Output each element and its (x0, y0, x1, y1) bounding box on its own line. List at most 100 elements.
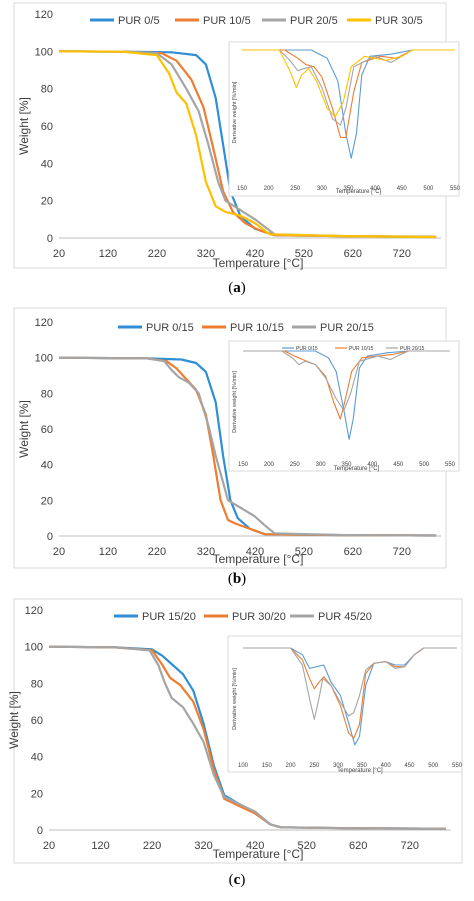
x-tick-label: 320 (197, 546, 215, 558)
inset-series-line (242, 49, 455, 139)
x-tick-label: 520 (295, 248, 313, 260)
inset-x-tick-label: 150 (262, 763, 273, 769)
inset-x-tick-label: 450 (397, 186, 408, 192)
y-tick-label: 100 (35, 353, 53, 365)
x-axis-title: Temperature [°C] (213, 256, 304, 270)
y-tick-label: 20 (41, 196, 53, 208)
inset-series-line (243, 647, 457, 746)
y-tick-label: 80 (31, 678, 43, 690)
x-tick-label: 620 (344, 248, 362, 260)
x-tick-label: 120 (99, 248, 117, 260)
inset-x-tick-label: 450 (404, 763, 415, 769)
x-axis-title: Temperature [°C] (213, 552, 304, 566)
inset-x-tick-label: 350 (341, 462, 352, 468)
inset-x-tick-label: 350 (357, 763, 368, 769)
inset-legend-label: PUR 20/15 (400, 346, 425, 352)
y-tick-label: 0 (47, 531, 53, 543)
x-tick-label: 520 (295, 546, 313, 558)
inset-series-line (242, 49, 455, 159)
x-tick-label: 620 (344, 546, 362, 558)
legend-label: PUR 30/20 (232, 611, 286, 623)
inset-x-tick-label: 250 (290, 462, 301, 468)
inset-x-tick-label: 150 (237, 186, 248, 192)
legend-label: PUR 0/15 (146, 322, 194, 334)
inset-series-line (242, 49, 455, 126)
y-tick-label: 40 (31, 752, 43, 764)
inset-x-tick-label: 350 (343, 186, 354, 192)
legend-label: PUR 10/15 (230, 322, 284, 334)
x-tick-label: 420 (246, 248, 264, 260)
y-tick-label: 100 (35, 46, 53, 58)
x-tick-label: 520 (298, 840, 316, 852)
x-tick-label: 420 (246, 840, 264, 852)
inset-x-tick-label: 550 (452, 763, 463, 769)
x-tick-label: 20 (43, 840, 55, 852)
inset-x-tick-label: 500 (428, 763, 439, 769)
y-tick-label: 40 (41, 158, 53, 170)
x-tick-label: 120 (99, 546, 117, 558)
inset-x-tick-label: 400 (370, 186, 381, 192)
y-tick-label: 60 (41, 121, 53, 133)
x-tick-label: 120 (91, 840, 109, 852)
series-line (58, 50, 437, 239)
inset-x-tick-label: 250 (309, 763, 320, 769)
y-axis-title: Weight [%] (17, 97, 31, 155)
x-tick-label: 720 (393, 546, 411, 558)
x-tick-label: 20 (53, 546, 65, 558)
x-tick-label: 720 (401, 840, 419, 852)
inset-x-tick-label: 200 (264, 186, 275, 192)
x-tick-label: 720 (393, 248, 411, 260)
x-tick-label: 320 (194, 840, 212, 852)
inset-y-axis-title: Derivative weight [%/min] (232, 81, 238, 143)
inset-y-axis-title: Derivative weight [%/min] (232, 371, 238, 433)
y-tick-label: 0 (47, 233, 53, 245)
inset-x-tick-label: 300 (317, 186, 328, 192)
inset-x-tick-label: 550 (445, 462, 456, 468)
inset-x-tick-label: 400 (381, 763, 392, 769)
y-axis-title: Weight [%] (7, 691, 21, 749)
legend-label: PUR 45/20 (318, 611, 372, 623)
inset-x-tick-label: 400 (367, 462, 378, 468)
legend-label: PUR 0/5 (118, 15, 160, 27)
legend-label: PUR 10/5 (203, 15, 251, 27)
legend-label: PUR 20/15 (320, 322, 374, 334)
inset-x-tick-label: 250 (290, 186, 301, 192)
x-tick-label: 420 (246, 546, 264, 558)
y-tick-label: 60 (41, 424, 53, 436)
inset-series-line (243, 350, 450, 412)
y-tick-label: 120 (25, 605, 43, 617)
inset-x-axis-title: Temperature [°C] (337, 768, 383, 774)
y-tick-label: 80 (41, 388, 53, 400)
inset-x-tick-label: 200 (264, 462, 275, 468)
inset-legend-label: PUR 0/15 (296, 346, 318, 352)
inset-chart: 150 200 250 300 350 400 450 500 550 Temperature [… (228, 340, 460, 472)
series-line (58, 50, 437, 239)
inset-x-tick-label: 300 (333, 763, 344, 769)
inset-x-tick-label: 100 (238, 763, 249, 769)
x-tick-label: 220 (143, 840, 161, 852)
y-tick-label: 120 (35, 317, 53, 329)
x-tick-label: 620 (349, 840, 367, 852)
x-tick-label: 20 (53, 248, 65, 260)
x-axis-title: Temperature [°C] (213, 847, 304, 861)
inset-x-tick-label: 550 (450, 186, 461, 192)
inset-x-tick-label: 500 (423, 186, 434, 192)
panel-caption: (b) (228, 571, 246, 587)
inset-y-axis-title: Derivative weight [%/min] (232, 668, 238, 730)
y-tick-label: 20 (31, 788, 43, 800)
inset-chart: 100 150 200 250 300 350 400 450 500 550 Temperatur… (227, 635, 463, 774)
legend-label: PUR 20/5 (290, 15, 338, 27)
inset-frame (227, 635, 463, 773)
series-line (48, 645, 446, 830)
y-tick-label: 20 (41, 495, 53, 507)
y-tick-label: 60 (31, 715, 43, 727)
x-tick-label: 320 (197, 248, 215, 260)
y-tick-label: 80 (41, 84, 53, 96)
inset-legend-label: PUR 10/15 (349, 346, 374, 352)
series-line (58, 356, 437, 537)
series-line (58, 356, 437, 537)
inset-x-tick-label: 300 (316, 462, 327, 468)
